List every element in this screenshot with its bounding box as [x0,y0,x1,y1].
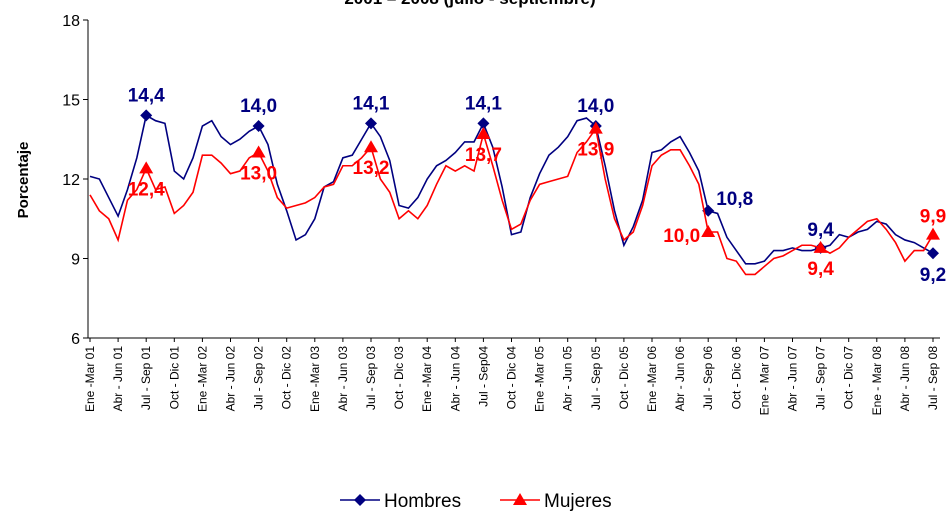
data-label: 9,4 [807,259,834,280]
x-tick-label: Ene - Mar 08 [870,346,884,416]
x-tick-label: Ene -Mar 04 [420,346,434,412]
x-tick-label: Jul - Sep 05 [589,346,603,410]
legend-marker [354,494,366,506]
data-label: 9,4 [807,220,834,241]
series-line [89,114,934,265]
data-label: 10,0 [663,226,700,247]
x-tick-label: Ene -Mar 03 [308,346,322,412]
y-tick-label: 9 [71,252,80,269]
data-label: 14,0 [240,96,277,117]
data-point [364,140,378,153]
data-point [476,126,491,139]
data-point [813,240,828,253]
y-tick-label: 6 [71,331,80,348]
data-label: 14,1 [465,93,502,114]
y-tick-label: 15 [62,93,80,110]
x-tick-label: Oct - Dic 04 [505,346,519,410]
x-tick-label: Oct - Dic 01 [167,346,181,410]
data-label: 9,9 [920,207,946,228]
x-tick-label: Jul - Sep 06 [701,346,715,410]
data-label: 13,0 [240,164,277,185]
x-tick-label: Oct - Dic 03 [392,346,406,410]
data-label: 12,4 [128,179,165,200]
x-tick-label: Ene -Mar 05 [533,346,547,412]
x-tick-label: Ene - Mar 07 [757,346,771,416]
x-tick-label: Jul - Sep 07 [814,346,828,410]
x-tick-label: Abr - Jun 06 [673,346,687,412]
x-tick-label: Oct - Dic 02 [280,346,294,410]
x-tick-label: Ene -Mar 01 [83,346,97,412]
x-tick-label: Abr - Jun 08 [898,346,912,412]
data-label: 10,8 [716,189,753,210]
x-tick-label: Oct - Dic 07 [842,346,856,410]
x-tick-label: Abr - Jun 01 [111,346,125,412]
x-tick-label: Oct - Dic 06 [729,346,743,410]
data-point [588,121,603,134]
data-label: 9,2 [920,265,946,286]
data-label: 13,2 [353,158,390,179]
data-point [140,109,153,122]
x-tick-label: Jul - Sep 02 [252,346,266,410]
data-label: 14,4 [128,85,165,106]
data-label: 13,7 [465,145,502,166]
x-tick-label: Abr - Jun 07 [786,346,800,412]
x-tick-label: Abr - Jun 04 [448,346,462,412]
y-tick-label: 18 [62,13,80,30]
legend-label: Mujeres [544,491,612,512]
data-point [927,247,939,260]
series-line [89,126,934,276]
data-point [926,227,940,240]
x-tick-label: Jul - Sep 03 [364,346,378,410]
x-tick-label: Jul - Sep 08 [926,346,940,410]
data-point [139,161,154,174]
x-tick-label: Abr - Jun 05 [561,346,575,412]
x-tick-label: Jul - Sep04 [476,346,490,407]
legend-marker [513,493,527,505]
data-point [252,120,265,132]
x-tick-label: Ene -Mar 06 [645,346,659,412]
x-tick-label: Abr - Jun 02 [224,346,238,412]
data-point [251,145,266,158]
legend-label: Hombres [384,491,461,512]
data-point [365,117,377,130]
y-tick-label: 12 [62,172,80,189]
data-point [701,225,716,237]
x-tick-label: Jul - Sep 01 [139,346,153,410]
x-tick-label: Oct - Dic 05 [617,346,631,410]
data-label: 13,9 [577,140,614,161]
data-point [477,117,490,130]
y-axis-label: Porcentaje [15,142,32,219]
chart-title: 2001 – 2008 (julio - septiembre) [344,0,595,8]
data-label: 14,1 [353,93,390,114]
x-tick-label: Ene -Mar 02 [195,346,209,412]
x-tick-label: Abr - Jun 03 [336,346,350,412]
data-label: 14,0 [577,96,614,117]
